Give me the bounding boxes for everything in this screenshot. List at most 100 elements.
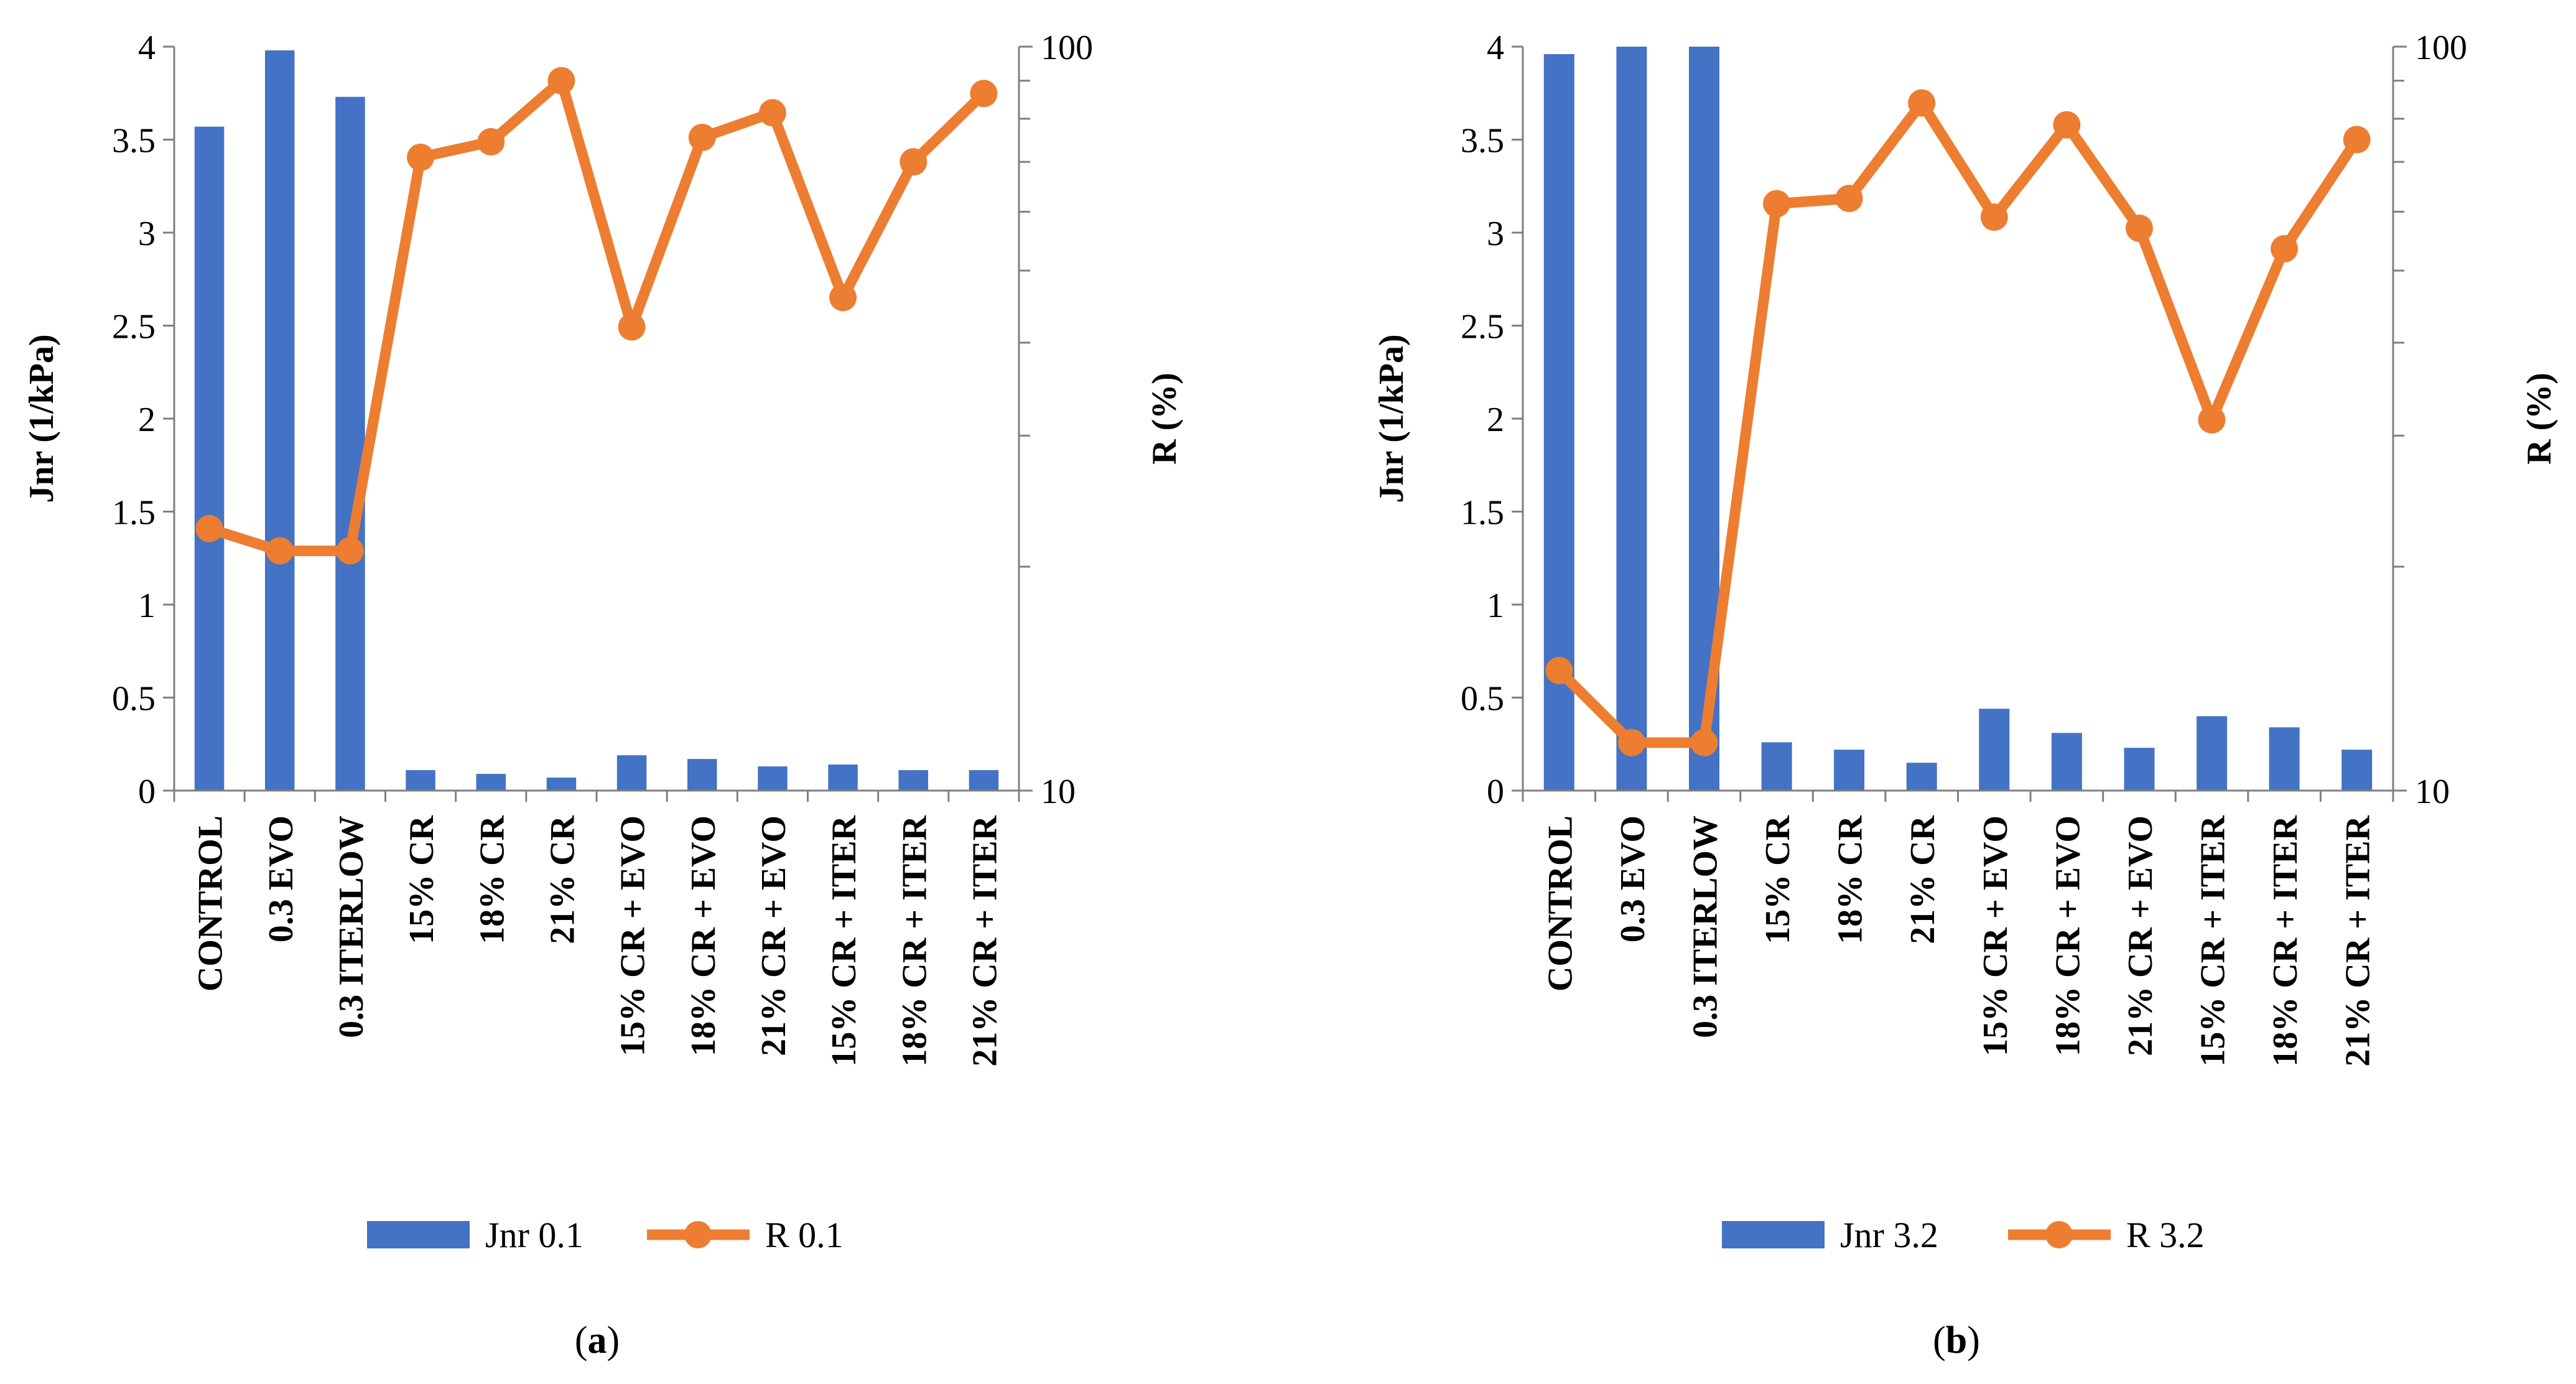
legend-swatch-bar — [1722, 1221, 1825, 1248]
y2-tick-label: 100 — [2415, 29, 2467, 67]
category-label: 0.3 ITERLOW — [332, 815, 371, 1038]
legend-label-bar: Jnr 0.1 — [485, 1215, 584, 1255]
y-tick-label: 0.5 — [112, 680, 156, 718]
bar — [2124, 748, 2155, 791]
bar — [828, 764, 858, 791]
category-label: 15% CR + EVO — [1976, 815, 2015, 1056]
y-tick-label: 1 — [1487, 587, 1504, 625]
category-label: 21% CR + EVO — [2121, 815, 2160, 1056]
bar — [1834, 750, 1865, 791]
bar — [898, 770, 928, 791]
line-point — [2198, 406, 2226, 434]
y-tick-label: 3 — [1487, 215, 1504, 253]
line-point — [1617, 728, 1645, 756]
category-label: 18% CR — [473, 815, 511, 944]
line-point — [547, 67, 575, 95]
y-tick-label: 3.5 — [1461, 122, 1504, 160]
caption-letter: b — [1946, 1319, 1967, 1362]
bar — [2197, 716, 2228, 791]
category-label: 18% CR + EVO — [2048, 815, 2087, 1056]
line-point — [2271, 235, 2299, 262]
line-point — [1980, 203, 2008, 231]
category-label: 0.3 ITERLOW — [1686, 815, 1725, 1038]
y-tick-label: 0.5 — [1461, 680, 1504, 718]
chart-a: 0 0.5 1 1.5 2 2.5 3 3.5 4 10 100 CONTROL 0.3 EVO 0.3 … — [22, 29, 1184, 1362]
y2-axis-title: R (%) — [2520, 373, 2559, 465]
bar — [2341, 750, 2373, 791]
legend-swatch-marker — [2045, 1221, 2073, 1248]
line-point — [195, 514, 223, 542]
line-point — [266, 537, 294, 565]
category-label: 15% CR + EVO — [614, 815, 653, 1056]
series-line — [204, 75, 989, 557]
category-label: 18% CR — [1831, 815, 1870, 944]
category-label: CONTROL — [192, 815, 230, 992]
bar — [546, 778, 577, 791]
category-label: CONTROL — [1541, 815, 1579, 992]
category-label: 0.3 EVO — [262, 815, 300, 942]
bar — [406, 770, 435, 791]
bar — [758, 766, 788, 791]
y2-axis-title: R (%) — [1145, 373, 1184, 465]
subfigure-caption: (a) — [575, 1319, 620, 1362]
bar — [194, 126, 225, 791]
legend-label-bar: Jnr 3.2 — [1840, 1215, 1938, 1255]
y2-tick-label: 100 — [1041, 29, 1093, 67]
category-label: 21% CR + EVO — [755, 815, 793, 1056]
caption-letter: a — [588, 1319, 607, 1362]
category-label: 15% CR — [402, 815, 441, 944]
bar — [335, 96, 365, 791]
legend-swatch-bar — [367, 1221, 470, 1248]
category-label: 0.3 EVO — [1614, 815, 1652, 942]
y-axis-title: Jnr (1/kPa) — [1372, 334, 1411, 503]
line-point — [2126, 215, 2153, 242]
line-point — [1545, 657, 1573, 684]
y-tick-label: 1.5 — [1461, 494, 1504, 532]
category-label: 21% CR + ITER — [2339, 815, 2378, 1066]
series-line — [1553, 98, 2363, 748]
bar — [2269, 727, 2300, 791]
category-label: 21% CR + ITER — [965, 815, 1004, 1066]
chart-b: 0 0.5 1 1.5 2 2.5 3 3.5 4 10 100 CONTROL 0.3 EVO 0.3 … — [1372, 29, 2559, 1362]
y-tick-label: 2 — [1487, 401, 1504, 439]
bar — [1906, 763, 1937, 791]
line-point — [1763, 190, 1790, 218]
category-label: 18% CR + ITER — [2266, 815, 2305, 1066]
bar — [1616, 47, 1647, 791]
line-point — [829, 284, 857, 312]
subfigure-caption: (b) — [1933, 1319, 1980, 1362]
y-tick-label: 4 — [1487, 29, 1504, 67]
bar — [2051, 733, 2082, 791]
line-point — [970, 80, 998, 108]
bar — [687, 759, 717, 791]
category-label: 15% CR — [1759, 815, 1797, 944]
legend-label-line: R 3.2 — [2126, 1215, 2205, 1255]
y-tick-label: 4 — [138, 29, 156, 67]
line-point — [407, 143, 435, 171]
legend-swatch-marker — [684, 1221, 712, 1248]
line-point — [2343, 126, 2371, 154]
y-tick-label: 3 — [138, 215, 156, 253]
y-tick-label: 1 — [138, 587, 156, 625]
line-point — [1690, 728, 1718, 756]
y-axis-title: Jnr (1/kPa) — [22, 334, 61, 503]
y-tick-label: 2.5 — [1461, 308, 1504, 346]
category-label: 21% CR — [543, 815, 582, 944]
y-tick-label: 2.5 — [112, 308, 156, 346]
bar — [616, 755, 647, 791]
line-point — [758, 99, 786, 127]
bar — [969, 770, 999, 791]
bar — [265, 50, 295, 791]
category-label: 15% CR + ITER — [825, 815, 863, 1066]
y-tick-label: 3.5 — [112, 122, 156, 160]
y2-tick-label: 10 — [1041, 773, 1076, 811]
line-point — [1908, 89, 1936, 117]
line-point — [2053, 111, 2081, 139]
category-label: 18% CR + ITER — [895, 815, 934, 1066]
category-label: 21% CR — [1904, 815, 1942, 944]
line-point — [900, 148, 928, 176]
y-tick-label: 2 — [138, 401, 156, 439]
y2-tick-label: 10 — [2415, 773, 2450, 811]
category-label: 18% CR + EVO — [684, 815, 723, 1056]
